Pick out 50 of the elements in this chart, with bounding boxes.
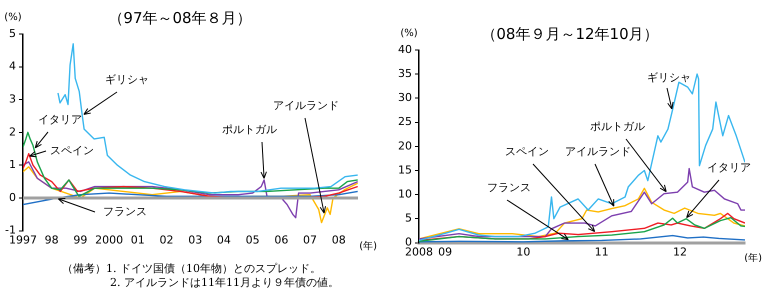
x-tick-label: 08 <box>332 233 346 246</box>
text: フランス <box>487 180 531 194</box>
x-tick-label: 98 <box>44 233 59 246</box>
x-tick-label: 09 <box>438 245 452 258</box>
x-tick-label: 03 <box>188 233 202 246</box>
y-tick-label: 40 <box>398 42 412 56</box>
y-tick-label: 20 <box>398 139 412 152</box>
text: ポルトガル <box>590 120 645 133</box>
text: ポルトガル <box>222 122 277 136</box>
x-tick-label: 01 <box>130 233 145 246</box>
text: アイルランド <box>565 144 631 158</box>
chart-title: （97年～08年８月） <box>108 8 252 27</box>
chart-title: （08年９月～12年10月） <box>481 24 659 43</box>
text: イタリア <box>707 160 751 174</box>
y-tick-label: 3 <box>8 92 16 106</box>
x-tick-label: 12 <box>672 245 687 258</box>
y-tick-label: 2 <box>8 125 16 138</box>
x-tick-label: 07 <box>303 233 318 246</box>
y-tick-label: 0 <box>8 190 16 204</box>
text: （備考）1. ドイツ国債（10年物）とのスプレッド。 <box>62 262 322 276</box>
y-tick-label: 35 <box>398 66 412 80</box>
x-tick-label: 04 <box>216 233 231 246</box>
y-tick-label: 15 <box>398 163 412 176</box>
x-tick-label: 2008 <box>404 245 433 258</box>
text: ギリシャ <box>105 72 149 86</box>
y-tick-label: 5 <box>8 26 16 40</box>
x-axis-title: (年) <box>359 240 378 252</box>
y-tick-label: 10 <box>398 187 412 200</box>
y-tick-label: 25 <box>398 115 412 128</box>
y-axis-title: (%) <box>400 28 418 39</box>
x-tick-label: 10 <box>516 245 530 258</box>
y-tick-label: 30 <box>398 91 412 104</box>
x-tick-label: 06 <box>274 233 288 246</box>
x-tick-label: 99 <box>73 233 88 246</box>
text: スペイン <box>505 144 549 158</box>
series-label: フランス <box>103 204 147 218</box>
x-tick-label: 02 <box>160 233 174 246</box>
y-tick-label: 4 <box>8 60 16 73</box>
y-tick-label: 5 <box>404 212 412 225</box>
text: 2. アイルランドは11年11月より９年債の値。 <box>109 276 339 290</box>
y-tick-label: 1 <box>8 158 16 172</box>
x-tick-label: 05 <box>246 233 260 246</box>
x-tick-label: 2000 <box>95 233 124 246</box>
y-axis-title: (%) <box>4 12 22 23</box>
series-label: ギリシャ <box>647 70 691 84</box>
text: アイルランド <box>273 98 339 112</box>
series-label: イタリア <box>38 112 82 126</box>
series-label: スペイン <box>50 144 94 157</box>
x-axis-title: (年) <box>744 252 762 264</box>
x-tick-label: 11 <box>594 245 609 258</box>
